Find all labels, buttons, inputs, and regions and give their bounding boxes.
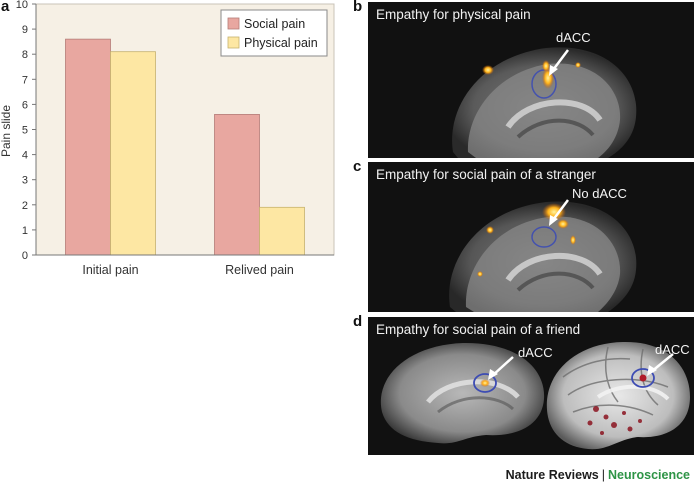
y-axis-label: Pain slide [0,105,13,157]
legend-swatch-physical [227,36,240,49]
x-tick-label-0: Initial pain [82,263,138,277]
brain-scan-d: dACC dACC [380,341,690,450]
y-tick-label-9: 9 [22,24,28,36]
y-tick-label-5: 5 [22,125,28,137]
brain-scan-c: No dACC [449,186,637,312]
y-tick-label-8: 8 [22,49,28,61]
credit-separator: | [601,468,606,482]
y-tick-label-1: 1 [22,225,28,237]
legend-swatch-social [227,17,240,30]
brain-panel-d: dACC dACC Empathy for social pain of a f… [368,317,694,455]
panel-title-d: Empathy for social pain of a friend [376,322,581,337]
x-tick-label-1: Relived pain [225,263,294,277]
panel-title-c: Empathy for social pain of a stranger [376,167,596,182]
y-tick-label-10: 10 [16,0,28,11]
brain-panel-c: No dACC Empathy for social pain of a str… [368,162,694,312]
bar-0-0 [65,38,111,256]
legend-label-social: Social pain [244,17,305,31]
journal-name: Nature Reviews [505,468,599,482]
legend: Social pain Physical pain [220,9,328,57]
panel-letter-d: d [353,313,363,330]
journal-section: Neuroscience [608,468,690,482]
y-tick-label-7: 7 [22,74,28,86]
bar-0-1 [110,51,156,256]
no-dacc-label-c: No dACC [572,186,627,201]
panel-title-b: Empathy for physical pain [376,7,531,22]
bar-1-0 [214,114,260,256]
y-tick-label-0: 0 [22,250,28,262]
bar-1-1 [259,206,305,256]
brain-scan-b: dACC [452,30,637,158]
y-tick-label-6: 6 [22,99,28,111]
legend-label-physical: Physical pain [244,36,318,50]
y-tick-label-3: 3 [22,175,28,187]
panel-letter-a: a [1,0,10,15]
dacc-label-d-right: dACC [655,342,690,357]
panel-letter-b: b [353,0,363,15]
dacc-label-d-left: dACC [518,345,553,360]
y-tick-label-2: 2 [22,200,28,212]
bar-chart: 0 1 2 3 4 5 6 7 8 9 10 Initial pain Relived pain Pa… [0,0,335,277]
bar-chart-panel: 0 1 2 3 4 5 6 7 8 9 10 Initial pain Relived pain Pa… [0,0,340,290]
panel-letter-c: c [353,158,362,175]
dacc-label-b: dACC [556,30,591,45]
y-tick-label-4: 4 [22,150,28,162]
brain-panel-b: dACC Empathy for physical pain [368,2,694,158]
journal-credit: Nature Reviews | Neuroscience [506,468,690,482]
